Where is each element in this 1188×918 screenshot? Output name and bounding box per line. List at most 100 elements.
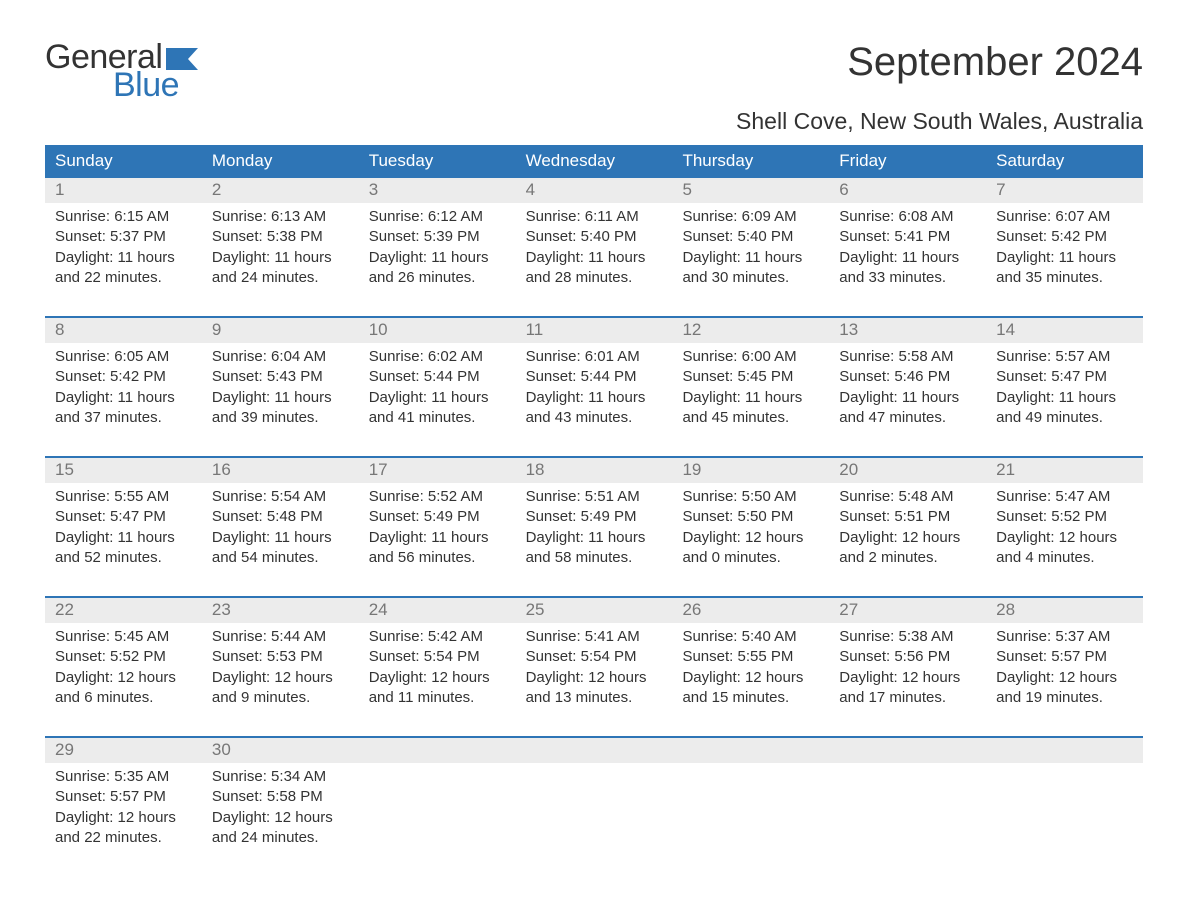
day-cell: [359, 763, 516, 848]
daylight-text: Daylight: 11 hours and 45 minutes.: [682, 388, 819, 429]
day-text-row: Sunrise: 5:35 AMSunset: 5:57 PMDaylight:…: [45, 763, 1143, 876]
daylight-text: Daylight: 11 hours and 39 minutes.: [212, 388, 349, 429]
day-number: 16: [202, 458, 359, 483]
sunrise-text: Sunrise: 5:44 AM: [212, 627, 349, 647]
sunset-text: Sunset: 5:45 PM: [682, 367, 819, 387]
week: 2930Sunrise: 5:35 AMSunset: 5:57 PMDayli…: [45, 736, 1143, 876]
day-number-row: 22232425262728: [45, 598, 1143, 623]
daylight-text: Daylight: 11 hours and 43 minutes.: [526, 388, 663, 429]
daylight-text: Daylight: 11 hours and 24 minutes.: [212, 248, 349, 289]
day-number: 13: [829, 318, 986, 343]
week: 1234567Sunrise: 6:15 AMSunset: 5:37 PMDa…: [45, 178, 1143, 316]
day-number: [986, 738, 1143, 763]
day-number: 17: [359, 458, 516, 483]
day-number: 30: [202, 738, 359, 763]
header: General Blue September 2024: [45, 40, 1143, 102]
daylight-text: Daylight: 12 hours and 11 minutes.: [369, 668, 506, 709]
sunset-text: Sunset: 5:52 PM: [996, 507, 1133, 527]
sunset-text: Sunset: 5:38 PM: [212, 227, 349, 247]
daylight-text: Daylight: 12 hours and 15 minutes.: [682, 668, 819, 709]
sunset-text: Sunset: 5:52 PM: [55, 647, 192, 667]
day-text-row: Sunrise: 5:45 AMSunset: 5:52 PMDaylight:…: [45, 623, 1143, 736]
sunset-text: Sunset: 5:57 PM: [996, 647, 1133, 667]
daylight-text: Daylight: 11 hours and 54 minutes.: [212, 528, 349, 569]
day-header: Tuesday: [359, 145, 516, 178]
day-cell: Sunrise: 6:13 AMSunset: 5:38 PMDaylight:…: [202, 203, 359, 288]
day-cell: Sunrise: 5:58 AMSunset: 5:46 PMDaylight:…: [829, 343, 986, 428]
day-number: [359, 738, 516, 763]
sunset-text: Sunset: 5:53 PM: [212, 647, 349, 667]
day-header: Sunday: [45, 145, 202, 178]
day-cell: Sunrise: 5:50 AMSunset: 5:50 PMDaylight:…: [672, 483, 829, 568]
sunrise-text: Sunrise: 5:50 AM: [682, 487, 819, 507]
sunset-text: Sunset: 5:41 PM: [839, 227, 976, 247]
day-number: 9: [202, 318, 359, 343]
sunrise-text: Sunrise: 5:40 AM: [682, 627, 819, 647]
sunrise-text: Sunrise: 6:15 AM: [55, 207, 192, 227]
day-cell: Sunrise: 5:37 AMSunset: 5:57 PMDaylight:…: [986, 623, 1143, 708]
day-number: 14: [986, 318, 1143, 343]
day-cell: Sunrise: 6:02 AMSunset: 5:44 PMDaylight:…: [359, 343, 516, 428]
sunrise-text: Sunrise: 6:01 AM: [526, 347, 663, 367]
day-number: 5: [672, 178, 829, 203]
day-number: 6: [829, 178, 986, 203]
day-number: 23: [202, 598, 359, 623]
daylight-text: Daylight: 12 hours and 2 minutes.: [839, 528, 976, 569]
day-cell: Sunrise: 5:35 AMSunset: 5:57 PMDaylight:…: [45, 763, 202, 848]
day-cell: Sunrise: 6:12 AMSunset: 5:39 PMDaylight:…: [359, 203, 516, 288]
sunrise-text: Sunrise: 6:13 AM: [212, 207, 349, 227]
sunrise-text: Sunrise: 6:04 AM: [212, 347, 349, 367]
sunrise-text: Sunrise: 5:52 AM: [369, 487, 506, 507]
day-cell: Sunrise: 5:55 AMSunset: 5:47 PMDaylight:…: [45, 483, 202, 568]
day-text-row: Sunrise: 6:05 AMSunset: 5:42 PMDaylight:…: [45, 343, 1143, 456]
sunset-text: Sunset: 5:55 PM: [682, 647, 819, 667]
day-header: Saturday: [986, 145, 1143, 178]
day-cell: Sunrise: 5:47 AMSunset: 5:52 PMDaylight:…: [986, 483, 1143, 568]
day-cell: Sunrise: 5:34 AMSunset: 5:58 PMDaylight:…: [202, 763, 359, 848]
sunset-text: Sunset: 5:49 PM: [526, 507, 663, 527]
logo-text-blue: Blue: [113, 68, 198, 102]
day-number: 20: [829, 458, 986, 483]
day-number: 29: [45, 738, 202, 763]
sunrise-text: Sunrise: 5:42 AM: [369, 627, 506, 647]
day-text-row: Sunrise: 5:55 AMSunset: 5:47 PM Daylight:…: [45, 483, 1143, 596]
sunrise-text: Sunrise: 6:02 AM: [369, 347, 506, 367]
day-cell: Sunrise: 5:52 AMSunset: 5:49 PMDaylight:…: [359, 483, 516, 568]
day-number: 2: [202, 178, 359, 203]
day-cell: Sunrise: 5:42 AMSunset: 5:54 PMDaylight:…: [359, 623, 516, 708]
sunrise-text: Sunrise: 5:57 AM: [996, 347, 1133, 367]
day-number: 26: [672, 598, 829, 623]
daylight-text: Daylight: 11 hours and 26 minutes.: [369, 248, 506, 289]
sunset-text: Sunset: 5:42 PM: [55, 367, 192, 387]
sunrise-text: Sunrise: 5:48 AM: [839, 487, 976, 507]
daylight-text: Daylight: 12 hours and 13 minutes.: [526, 668, 663, 709]
sunset-text: Sunset: 5:49 PM: [369, 507, 506, 527]
sunset-text: Sunset: 5:39 PM: [369, 227, 506, 247]
daylight-text: Daylight: 11 hours and 49 minutes.: [996, 388, 1133, 429]
day-number-row: 891011121314: [45, 318, 1143, 343]
day-number: 19: [672, 458, 829, 483]
sunrise-text: Sunrise: 6:09 AM: [682, 207, 819, 227]
day-header: Monday: [202, 145, 359, 178]
day-number: [672, 738, 829, 763]
sunset-text: Sunset: 5:40 PM: [526, 227, 663, 247]
day-cell: [986, 763, 1143, 848]
sunset-text: Sunset: 5:47 PM: [996, 367, 1133, 387]
day-cell: Sunrise: 5:41 AMSunset: 5:54 PMDaylight:…: [516, 623, 673, 708]
day-number-row: 2930: [45, 738, 1143, 763]
daylight-text: Daylight: 11 hours and 35 minutes.: [996, 248, 1133, 289]
sunrise-text: Sunrise: 5:51 AM: [526, 487, 663, 507]
daylight-text: Daylight: 11 hours and 56 minutes.: [369, 528, 506, 569]
sunset-text: Sunset: 5:47 PM: [55, 507, 192, 527]
day-number: 7: [986, 178, 1143, 203]
daylight-text: Daylight: 12 hours and 4 minutes.: [996, 528, 1133, 569]
daylight-text: Daylight: 11 hours and 41 minutes.: [369, 388, 506, 429]
day-number: 24: [359, 598, 516, 623]
day-cell: Sunrise: 6:04 AMSunset: 5:43 PMDaylight:…: [202, 343, 359, 428]
sunset-text: Sunset: 5:51 PM: [839, 507, 976, 527]
sunset-text: Sunset: 5:54 PM: [369, 647, 506, 667]
calendar: Sunday Monday Tuesday Wednesday Thursday…: [45, 145, 1143, 876]
sunrise-text: Sunrise: 5:55 AM: [55, 487, 192, 507]
daylight-text: Daylight: 12 hours and 17 minutes.: [839, 668, 976, 709]
daylight-text: Daylight: 12 hours and 22 minutes.: [55, 808, 192, 849]
